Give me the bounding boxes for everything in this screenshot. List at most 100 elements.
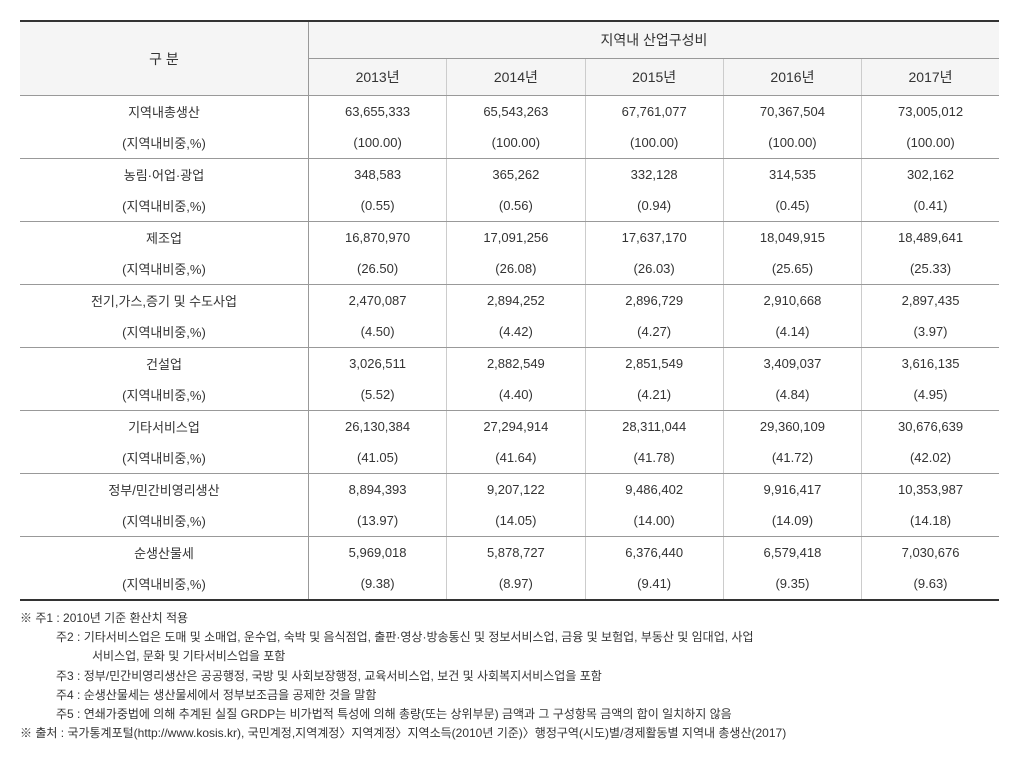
row-sublabel: (지역내비중,%)	[20, 379, 308, 411]
data-cell: (14.00)	[585, 505, 723, 537]
data-cell: (14.05)	[447, 505, 585, 537]
table-row: (지역내비중,%)(13.97)(14.05)(14.00)(14.09)(14…	[20, 505, 999, 537]
data-cell: (14.18)	[862, 505, 999, 537]
data-cell: (13.97)	[308, 505, 446, 537]
data-cell: (100.00)	[723, 127, 861, 159]
table-header: 구 분 지역내 산업구성비 2013년 2014년 2015년 2016년 20…	[20, 21, 999, 96]
data-cell: 302,162	[862, 159, 999, 191]
data-cell: 2,910,668	[723, 285, 861, 317]
data-cell: (100.00)	[308, 127, 446, 159]
data-cell: (0.55)	[308, 190, 446, 222]
data-cell: (0.94)	[585, 190, 723, 222]
data-cell: (25.33)	[862, 253, 999, 285]
data-cell: (0.56)	[447, 190, 585, 222]
data-cell: 348,583	[308, 159, 446, 191]
footnote-3: 주3 : 정부/민간비영리생산은 공공행정, 국방 및 사회보장행정, 교육서비…	[20, 667, 999, 686]
group-header: 지역내 산업구성비	[308, 21, 999, 59]
table-row: (지역내비중,%)(100.00)(100.00)(100.00)(100.00…	[20, 127, 999, 159]
data-cell: 9,207,122	[447, 474, 585, 506]
footnotes-section: ※ 주1 : 2010년 기준 환산치 적용 주2 : 기타서비스업은 도매 및…	[20, 609, 999, 743]
row-label: 전기,가스,증기 및 수도사업	[20, 285, 308, 317]
data-cell: (41.64)	[447, 442, 585, 474]
year-header-2013: 2013년	[308, 59, 446, 96]
data-cell: 65,543,263	[447, 96, 585, 128]
data-cell: 3,616,135	[862, 348, 999, 380]
data-cell: (4.84)	[723, 379, 861, 411]
data-cell: (0.45)	[723, 190, 861, 222]
data-cell: 18,489,641	[862, 222, 999, 254]
row-sublabel: (지역내비중,%)	[20, 190, 308, 222]
data-cell: (100.00)	[447, 127, 585, 159]
data-cell: 17,637,170	[585, 222, 723, 254]
data-cell: (4.42)	[447, 316, 585, 348]
data-cell: 2,894,252	[447, 285, 585, 317]
footnote-2a: 주2 : 기타서비스업은 도매 및 소매업, 운수업, 숙박 및 음식점업, 출…	[20, 628, 999, 647]
data-cell: (3.97)	[862, 316, 999, 348]
data-cell: 18,049,915	[723, 222, 861, 254]
row-label: 제조업	[20, 222, 308, 254]
data-cell: (14.09)	[723, 505, 861, 537]
data-cell: 9,916,417	[723, 474, 861, 506]
row-label: 지역내총생산	[20, 96, 308, 128]
year-header-2014: 2014년	[447, 59, 585, 96]
industry-composition-table: 구 분 지역내 산업구성비 2013년 2014년 2015년 2016년 20…	[20, 20, 999, 601]
data-cell: (41.05)	[308, 442, 446, 474]
category-header: 구 분	[20, 21, 308, 96]
row-sublabel: (지역내비중,%)	[20, 505, 308, 537]
table-row: (지역내비중,%)(9.38)(8.97)(9.41)(9.35)(9.63)	[20, 568, 999, 600]
data-cell: (25.65)	[723, 253, 861, 285]
table-row: 농림·어업·광업348,583365,262332,128314,535302,…	[20, 159, 999, 191]
table-row: 건설업3,026,5112,882,5492,851,5493,409,0373…	[20, 348, 999, 380]
data-cell: (100.00)	[862, 127, 999, 159]
data-cell: (42.02)	[862, 442, 999, 474]
data-cell: 3,409,037	[723, 348, 861, 380]
data-cell: 16,870,970	[308, 222, 446, 254]
data-cell: 67,761,077	[585, 96, 723, 128]
footnote-5: 주5 : 연쇄가중법에 의해 추계된 실질 GRDP는 비가법적 특성에 의해 …	[20, 705, 999, 724]
data-cell: 2,882,549	[447, 348, 585, 380]
data-cell: (41.72)	[723, 442, 861, 474]
data-cell: 30,676,639	[862, 411, 999, 443]
data-cell: 3,026,511	[308, 348, 446, 380]
table-row: (지역내비중,%)(41.05)(41.64)(41.78)(41.72)(42…	[20, 442, 999, 474]
year-header-2017: 2017년	[862, 59, 999, 96]
data-cell: 2,896,729	[585, 285, 723, 317]
data-cell: 6,376,440	[585, 537, 723, 569]
data-cell: 29,360,109	[723, 411, 861, 443]
data-cell: (9.63)	[862, 568, 999, 600]
row-label: 건설업	[20, 348, 308, 380]
row-label: 순생산물세	[20, 537, 308, 569]
data-cell: 7,030,676	[862, 537, 999, 569]
table-row: 정부/민간비영리생산8,894,3939,207,1229,486,4029,9…	[20, 474, 999, 506]
table-row: (지역내비중,%)(4.50)(4.42)(4.27)(4.14)(3.97)	[20, 316, 999, 348]
table-row: (지역내비중,%)(26.50)(26.08)(26.03)(25.65)(25…	[20, 253, 999, 285]
table-row: 순생산물세5,969,0185,878,7276,376,4406,579,41…	[20, 537, 999, 569]
data-cell: (4.95)	[862, 379, 999, 411]
data-cell: 26,130,384	[308, 411, 446, 443]
data-cell: 9,486,402	[585, 474, 723, 506]
table-row: (지역내비중,%)(5.52)(4.40)(4.21)(4.84)(4.95)	[20, 379, 999, 411]
row-sublabel: (지역내비중,%)	[20, 253, 308, 285]
row-sublabel: (지역내비중,%)	[20, 568, 308, 600]
data-cell: (4.40)	[447, 379, 585, 411]
data-cell: (4.21)	[585, 379, 723, 411]
data-cell: 5,969,018	[308, 537, 446, 569]
year-header-2015: 2015년	[585, 59, 723, 96]
year-header-2016: 2016년	[723, 59, 861, 96]
data-cell: 73,005,012	[862, 96, 999, 128]
data-cell: (5.52)	[308, 379, 446, 411]
data-cell: 70,367,504	[723, 96, 861, 128]
data-cell: (9.38)	[308, 568, 446, 600]
data-cell: 28,311,044	[585, 411, 723, 443]
table-row: 기타서비스업26,130,38427,294,91428,311,04429,3…	[20, 411, 999, 443]
footnote-4: 주4 : 순생산물세는 생산물세에서 정부보조금을 공제한 것을 말함	[20, 686, 999, 705]
data-cell: (4.14)	[723, 316, 861, 348]
data-cell: 5,878,727	[447, 537, 585, 569]
row-label: 기타서비스업	[20, 411, 308, 443]
data-cell: (9.35)	[723, 568, 861, 600]
table-row: 지역내총생산63,655,33365,543,26367,761,07770,3…	[20, 96, 999, 128]
data-cell: (0.41)	[862, 190, 999, 222]
table-body: 지역내총생산63,655,33365,543,26367,761,07770,3…	[20, 96, 999, 601]
footnote-source: ※ 출처 : 국가통계포털(http://www.kosis.kr), 국민계정…	[20, 724, 999, 743]
data-cell: 2,851,549	[585, 348, 723, 380]
